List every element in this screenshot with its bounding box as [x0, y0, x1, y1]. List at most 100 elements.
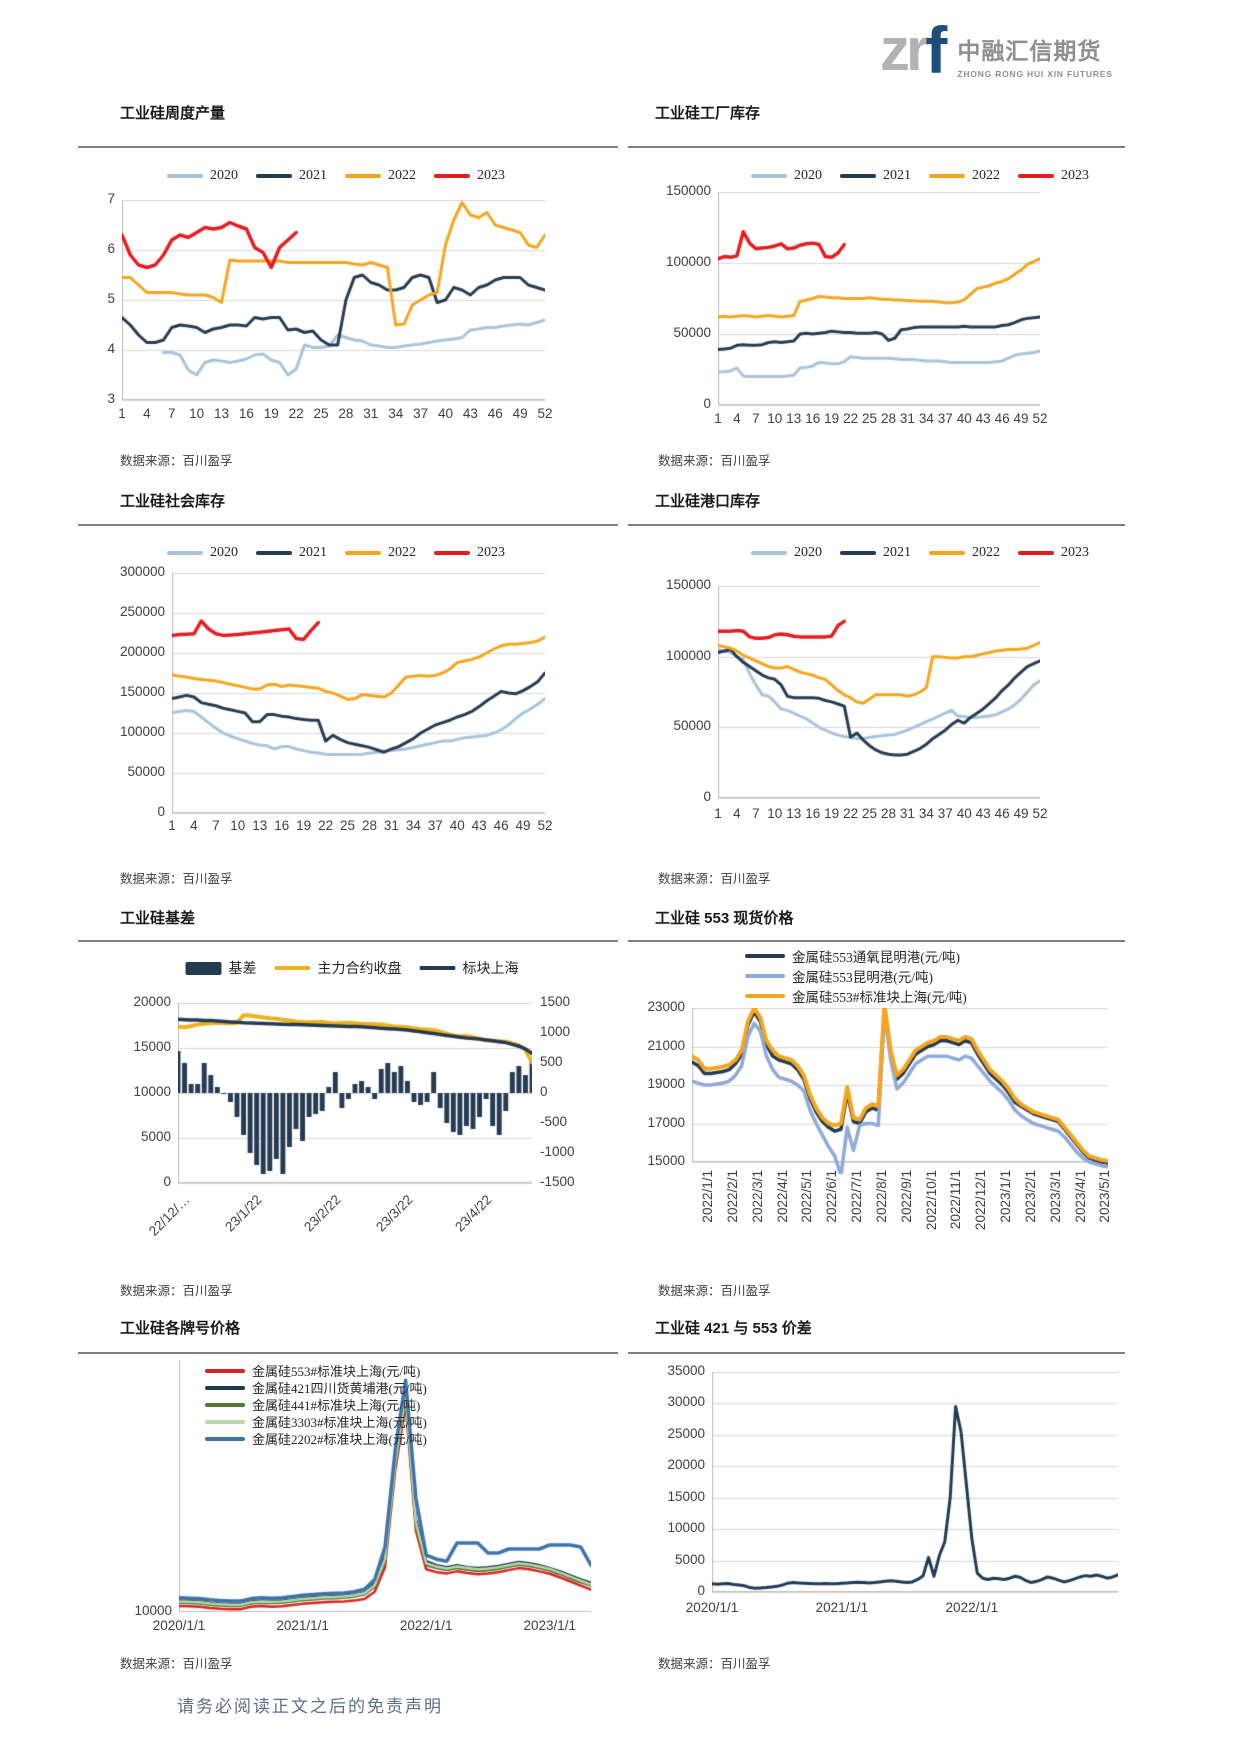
- y-axis-tick-label: 200000: [119, 644, 165, 659]
- x-axis-tick-label: 31: [383, 818, 399, 833]
- legend-swatch-line: [256, 174, 292, 178]
- y-axis-tick-label: 100000: [665, 254, 711, 269]
- legend-label: 2020: [210, 168, 238, 183]
- chart-legend: 金属硅553通氧昆明港(元/吨) 金属硅553昆明港(元/吨) 金属硅553#标准块…: [745, 946, 967, 1006]
- x-axis-tick-label: 2022/9/1: [898, 1170, 914, 1223]
- legend-label: 2021: [299, 545, 327, 560]
- x-axis-tick-label: 34: [388, 406, 404, 421]
- y-axis-tick-label: 0: [697, 1583, 705, 1598]
- legend-label: 金属硅441#标准块上海(元/吨): [252, 1398, 421, 1413]
- x-axis-tick-label: 23/3/22: [373, 1192, 416, 1235]
- x-axis-tick-label: 46: [994, 806, 1010, 821]
- plot-area: 35000 30000 25000 20000 15000 10000 5000 0 2020/…: [667, 1363, 1118, 1615]
- x-axis-tick-label: 4: [733, 806, 741, 821]
- plot-area: 7 6 5 4 3 1 4 7 10 13 16 19 22 25 28 31 34 37 40 43 46 49 52 20…: [107, 168, 552, 421]
- legend-label: 金属硅553通氧昆明港(元/吨): [792, 950, 960, 965]
- chart-legend: 2020 2021 2022 2023: [751, 545, 1089, 561]
- y-axis-tick-label: 150000: [119, 684, 165, 699]
- title-divider: [78, 940, 618, 942]
- legend-label: 2020: [210, 545, 238, 560]
- x-axis-tick-label: 23/2/22: [300, 1192, 344, 1235]
- x-axis-tick-label: 40: [449, 818, 465, 833]
- x-axis-tick-label: 4: [190, 818, 198, 833]
- y-axis-tick-label: 150000: [665, 183, 711, 198]
- y-axis-tick-label: 5000: [140, 1129, 171, 1144]
- x-axis-tick-label: 10: [189, 406, 205, 421]
- x-axis-tick-label: 34: [405, 818, 421, 833]
- x-axis-tick-label: 2022/7/1: [849, 1170, 864, 1223]
- x-axis-tick-label: 2022/8/1: [873, 1170, 889, 1223]
- y-axis-tick-label: 5000: [674, 1551, 705, 1567]
- x-axis-tick-label: 2022/1/1: [399, 1618, 453, 1633]
- x-axis-tick-label: 22: [288, 406, 304, 421]
- right-y-axis-tick-label: -1000: [540, 1144, 575, 1159]
- x-axis-tick-label: 46: [994, 411, 1010, 426]
- x-axis-tick-label: 2022/1/1: [700, 1170, 715, 1223]
- y-axis-tick-label: 15000: [667, 1488, 705, 1504]
- x-axis-tick-label: 2022/12/1: [973, 1170, 989, 1231]
- x-axis-tick-label: 22: [843, 411, 859, 426]
- chart-title: 工业硅港口库存: [655, 493, 761, 510]
- chart-title: 工业硅基差: [120, 910, 196, 927]
- legend-item: 金属硅3303#标准块上海(元/吨): [205, 1413, 427, 1430]
- logo-zr-text: zr: [880, 16, 929, 83]
- x-axis-tick-label: 43: [471, 818, 487, 833]
- x-axis-tick-label: 34: [918, 411, 934, 426]
- x-axis-tick-label: 13: [252, 818, 268, 833]
- x-axis-tick-label: 23/1/22: [222, 1192, 265, 1235]
- y-axis-tick-label: 10000: [134, 1603, 172, 1618]
- legend-label: 金属硅553#标准块上海(元/吨): [792, 990, 967, 1005]
- legend-swatch-line: [1018, 551, 1054, 555]
- y-axis-tick-label: 20000: [133, 994, 171, 1009]
- company-names: 中融汇信期货 ZHONG RONG HUI XIN FUTURES: [957, 32, 1112, 79]
- x-axis-tick-label: 2022/11/1: [948, 1170, 964, 1230]
- x-axis-tick-label: 43: [462, 406, 478, 421]
- x-axis-tick-label: 2023/5/1: [1097, 1170, 1113, 1223]
- legend-item: 金属硅2202#标准块上海(元/吨): [205, 1430, 427, 1447]
- x-axis-tick-label: 10: [230, 818, 246, 833]
- x-axis-tick-label: 52: [1032, 411, 1048, 426]
- legend-swatch-line: [167, 551, 203, 555]
- data-source-label: 数据来源：百川盈孚: [120, 454, 233, 468]
- legend-item: 基差: [185, 958, 257, 978]
- legend-swatch-line: [274, 966, 311, 970]
- x-axis-tick-label: 37: [937, 806, 953, 821]
- legend-swatch-line: [419, 966, 456, 970]
- legend-label: 主力合约收盘: [317, 962, 402, 977]
- chart-title: 工业硅 421 与 553 价差: [655, 1320, 812, 1337]
- y-axis-tick-label: 17000: [647, 1114, 685, 1130]
- x-axis-tick-label: 2021/1/1: [276, 1618, 329, 1633]
- x-axis-tick-label: 2020/1/1: [152, 1618, 206, 1633]
- legend-item: 金属硅553通氧昆明港(元/吨): [745, 946, 960, 966]
- y-axis-tick-label: 0: [163, 1174, 171, 1189]
- y-axis-tick-label: 50000: [673, 718, 711, 734]
- legend-label: 金属硅553#标准块上海(元/吨): [252, 1364, 421, 1379]
- right-y-axis-tick-label: 1000: [540, 1024, 571, 1039]
- title-divider: [78, 524, 618, 526]
- legend-item: 2020: [167, 168, 238, 184]
- legend-swatch-line: [434, 174, 470, 178]
- legend-label: 2023: [477, 545, 505, 560]
- x-axis-tick-label: 25: [313, 406, 329, 421]
- plot-area: 300000 250000 200000 150000 100000 50000 0 1 4 7 1…: [120, 545, 553, 833]
- legend-label: 基差: [228, 962, 257, 977]
- legend-label: 2020: [794, 168, 822, 183]
- legend-swatch-line: [745, 954, 785, 958]
- legend-item: 2022: [929, 168, 1000, 184]
- legend-item: 2020: [751, 168, 822, 184]
- legend-item: 金属硅441#标准块上海(元/吨): [205, 1396, 420, 1413]
- legend-item: 2023: [1018, 168, 1089, 184]
- legend-item: 2020: [167, 545, 238, 561]
- y-axis-tick-label: 100000: [665, 647, 711, 663]
- x-axis-tick-label: 49: [512, 406, 528, 421]
- x-axis-tick-label: 49: [1013, 411, 1029, 426]
- data-source-label: 数据来源：百川盈孚: [658, 872, 771, 886]
- x-axis-tick-label: 28: [880, 806, 896, 821]
- y-axis-tick-label: 0: [157, 804, 165, 819]
- x-axis-tick-label: 25: [340, 818, 356, 833]
- legend-label: 2021: [883, 545, 911, 560]
- legend-swatch-line: [1018, 174, 1054, 178]
- x-axis-tick-label: 19: [263, 406, 279, 421]
- legend-swatch-line: [745, 994, 785, 998]
- x-axis-tick-label: 28: [361, 818, 377, 833]
